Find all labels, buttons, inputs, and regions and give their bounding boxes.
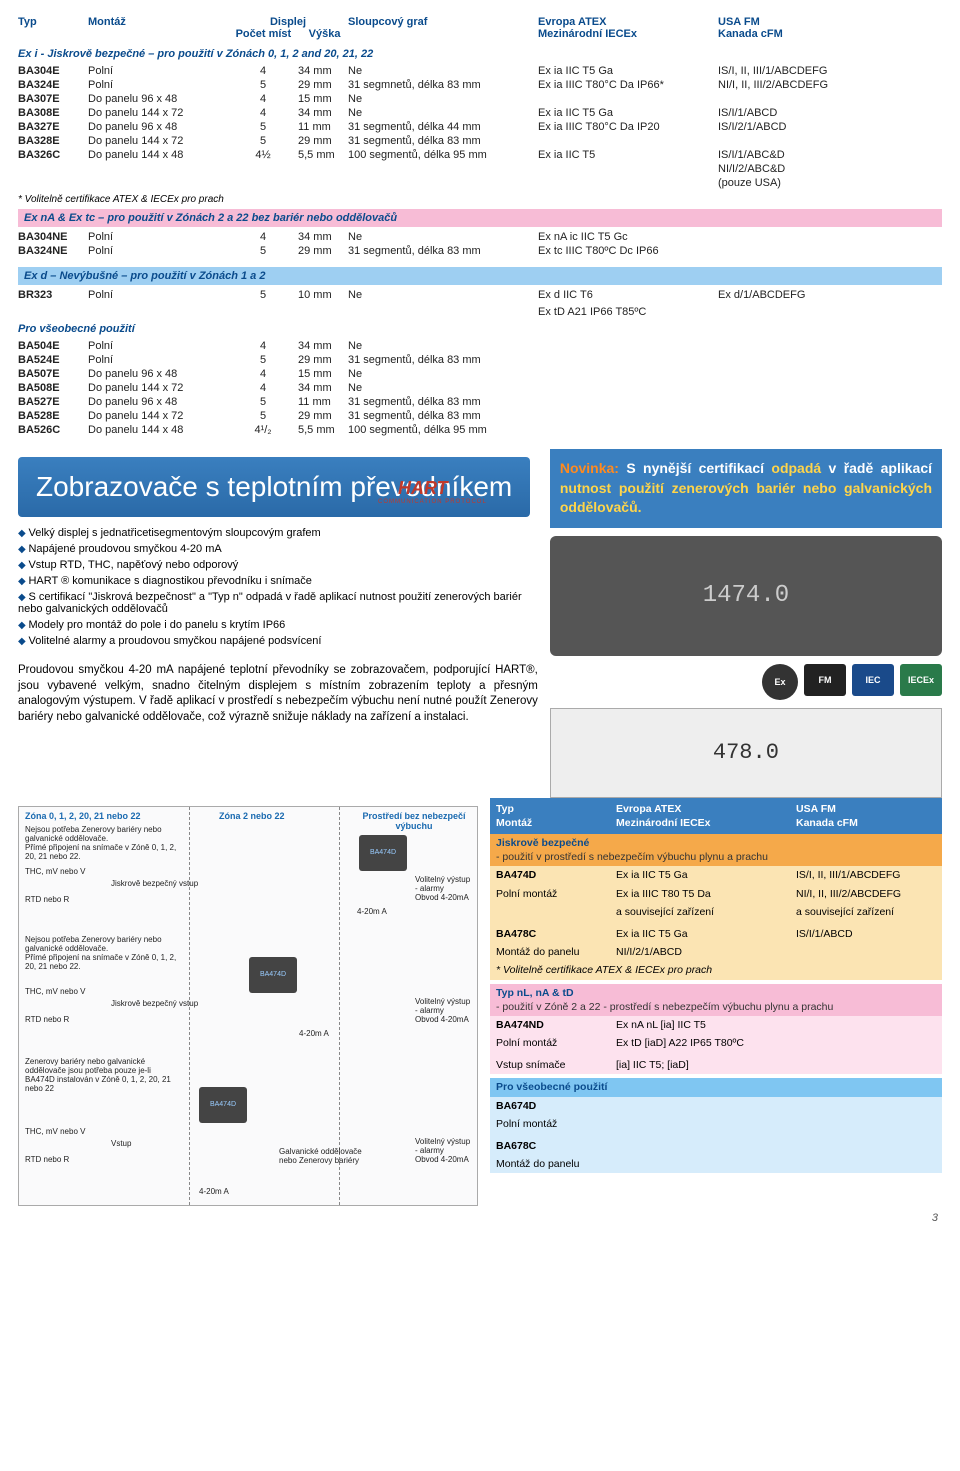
bullet-item: HART ® komunikace s diagnostikou převodn… xyxy=(18,573,538,589)
hdr-displej: Displej xyxy=(270,16,306,28)
table-row: BA508EDo panelu 144 x 72434 mmNe xyxy=(18,381,942,395)
ex-icon: Ex xyxy=(762,664,798,700)
hdr-digits: Počet míst xyxy=(236,28,306,40)
novinka-box: Novinka: S nynější certifikací odpadá v … xyxy=(550,449,942,528)
cert-icons: Ex FM IEC IECEx xyxy=(550,664,942,700)
sec3-atex-extra: Ex tD A21 IP66 T85ºC xyxy=(538,306,718,318)
table-row: BA526CDo panelu 144 x 484¹/₂5,5 mm100 se… xyxy=(18,423,942,437)
table-row: BA326CDo panelu 144 x 484½5,5 mm100 segm… xyxy=(18,148,942,162)
paragraph: Proudovou smyčkou 4-20 mA napájené teplo… xyxy=(18,657,538,737)
hdr-typ: Typ xyxy=(18,16,88,40)
hdr-usa: USA FM xyxy=(718,16,760,28)
section1-title: Ex i - Jiskrově bezpečné – pro použití v… xyxy=(18,44,942,64)
table-row: BA308EDo panelu 144 x 72434 mmNeEx ia II… xyxy=(18,106,942,120)
section2-title: Ex nA & Ex tc – pro použití v Zónách 2 a… xyxy=(18,209,942,227)
iecex-icon: IECEx xyxy=(900,664,942,696)
table-row: BA324EPolní529 mm31 segmnetů, délka 83 m… xyxy=(18,78,942,92)
sec1-usa-extra2: (pouze USA) xyxy=(718,177,858,189)
wiring-diagram: Zóna 0, 1, 2, 20, 21 nebo 22 Zóna 2 nebo… xyxy=(18,806,478,1206)
fm-icon: FM xyxy=(804,664,846,696)
table-row: BA324NEPolní529 mm31 segmentů, délka 83 … xyxy=(18,244,942,258)
bullet-item: Napájené proudovou smyčkou 4-20 mA xyxy=(18,541,538,557)
table-row: BA527EDo panelu 96 x 48511 mm31 segmentů… xyxy=(18,395,942,409)
table-row: BA528EDo panelu 144 x 72529 mm31 segment… xyxy=(18,409,942,423)
page-number: 3 xyxy=(18,1206,942,1224)
table-row: BA328EDo panelu 144 x 72529 mm31 segment… xyxy=(18,134,942,148)
section1-note: * Volitelně certifikace ATEX & IECEx pro… xyxy=(18,190,942,209)
table-row: BA504EPolní434 mmNe xyxy=(18,339,942,353)
hdr-atex: Evropa ATEX xyxy=(538,16,606,28)
table-row: BA304EPolní434 mmNeEx ia IIC T5 GaIS/I, … xyxy=(18,64,942,78)
table-row: BA327EDo panelu 96 x 48511 mm31 segmentů… xyxy=(18,120,942,134)
device-3: BA474D xyxy=(199,1087,247,1123)
hart-logo: HART COMMUNICATION PROTOCOL xyxy=(378,478,487,505)
device-2: BA474D xyxy=(249,957,297,993)
hdr-height: Výška xyxy=(309,28,341,40)
bullet-item: Volitelné alarmy a proudovou smyčkou nap… xyxy=(18,633,538,649)
bullet-item: Modely pro montáž do pole i do panelu s … xyxy=(18,617,538,633)
product-image-1: 1474.0 xyxy=(550,536,942,656)
hdr-kanada: Kanada cFM xyxy=(718,28,783,40)
novinka-label: Novinka: xyxy=(560,460,619,476)
table-row: BA524EPolní529 mm31 segmentů, délka 83 m… xyxy=(18,353,942,367)
iec-icon: IEC xyxy=(852,664,894,696)
hdr-montaz: Montáž xyxy=(88,16,228,40)
hdr-iecex: Mezinárodní IECEx xyxy=(538,28,637,40)
hdr-graf: Sloupcový graf xyxy=(348,16,538,40)
right-table: TypMontáž Evropa ATEXMezinárodní IECEx U… xyxy=(490,798,942,1173)
section4-title: Pro všeobecné použití xyxy=(18,319,942,339)
bullet-item: Vstup RTD, THC, napěťový nebo odporový xyxy=(18,557,538,573)
sec1-usa-extra1: NI/I/2/ABC&D xyxy=(718,163,858,175)
table-row: BA304NEPolní434 mmNeEx nA ic IIC T5 Gc xyxy=(18,230,942,244)
bullet-item: Velký displej s jednatřicetisegmentovým … xyxy=(18,525,538,541)
section3-title: Ex d – Nevýbušné – pro použití v Zónách … xyxy=(18,267,942,285)
bullet-item: S certifikací "Jiskrová bezpečnost" a "T… xyxy=(18,589,538,617)
product-image-2: 478.0 xyxy=(550,708,942,798)
table-row: BA307EDo panelu 96 x 48415 mmNe xyxy=(18,92,942,106)
table-row: BR323Polní510 mmNeEx d IIC T6Ex d/1/ABCD… xyxy=(18,288,942,302)
device-1: BA474D xyxy=(359,835,407,871)
table-header: Typ Montáž Displej Počet míst Výška Slou… xyxy=(18,12,942,44)
table-row: BA507EDo panelu 96 x 48415 mmNe xyxy=(18,367,942,381)
